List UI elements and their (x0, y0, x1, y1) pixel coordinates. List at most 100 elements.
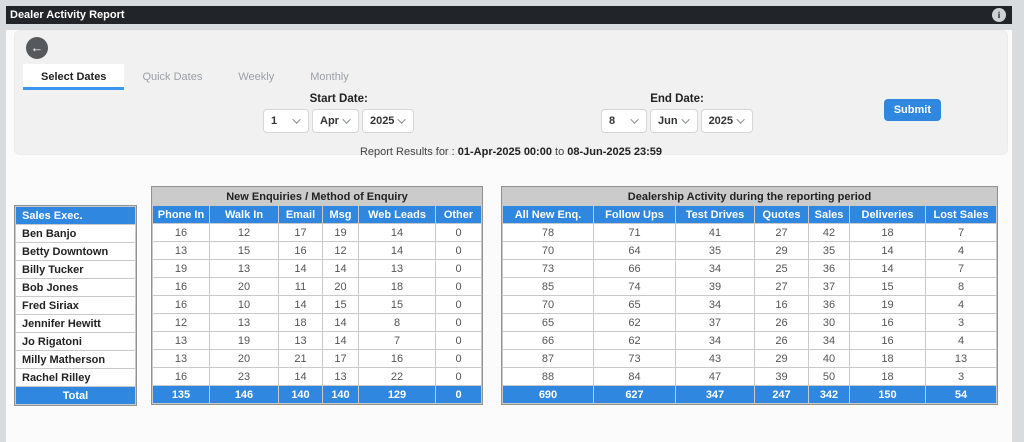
table-header-row: Sales Exec. (15, 206, 136, 225)
end-month-value: Jun (658, 115, 678, 127)
start-day-select[interactable]: 1 (263, 109, 309, 133)
column-header: Msg (322, 205, 359, 224)
table-cell: 0 (435, 223, 482, 242)
table-cell: 0 (435, 367, 482, 386)
sales-exec-name: Fred Siriax (15, 296, 136, 315)
table-cell: 16 (152, 223, 210, 242)
table-cell: 13 (152, 349, 210, 368)
table-cell: 7 (925, 223, 997, 242)
table-cell: 13 (209, 313, 279, 332)
table-cell: 0 (435, 259, 482, 278)
table-row: 85 74 39 27 37 15 8 (502, 277, 997, 296)
table-cell: 74 (593, 277, 676, 296)
table-cell: 0 (435, 331, 482, 350)
table-cell: 13 (152, 241, 210, 260)
tab-monthly[interactable]: Monthly (310, 71, 349, 83)
table-cell: 41 (675, 223, 755, 242)
submit-button[interactable]: Submit (883, 99, 941, 121)
column-header: Follow Ups (593, 205, 676, 224)
start-year-select[interactable]: 2025 (361, 109, 415, 133)
table-cell: 40 (808, 349, 850, 368)
tab-select-dates[interactable]: Select Dates (23, 64, 125, 90)
table-cell: 27 (754, 277, 809, 296)
table-cell: 37 (675, 313, 755, 332)
table-cell: 4 (925, 241, 997, 260)
tab-quick-dates[interactable]: Quick Dates (142, 71, 203, 83)
table-cell: 8 (358, 313, 436, 332)
table-cell: 66 (593, 259, 676, 278)
column-header: Walk In (209, 205, 279, 224)
table-cell: 17 (278, 223, 323, 242)
table-cell: 34 (675, 295, 755, 314)
table-cell: 19 (322, 223, 359, 242)
table-cell: 27 (754, 223, 809, 242)
start-date-label: Start Date: (309, 93, 368, 105)
table-cell: 7 (358, 331, 436, 350)
page-content: ← Select Dates Quick Dates Weekly Monthl… (6, 30, 1012, 442)
table-row: Ben Banjo (15, 224, 136, 243)
start-date-group: Start Date: 1 Apr 2025 (263, 93, 415, 133)
total-label: Total (15, 386, 136, 405)
table-title: Dealership Activity during the reporting… (502, 187, 997, 206)
total-cell: 146 (209, 385, 279, 404)
table-cell: 15 (322, 295, 359, 314)
table-total-row: Total (15, 386, 136, 405)
table-row: 16 20 11 20 18 0 (152, 277, 482, 296)
table-cell: 11 (278, 277, 323, 296)
filter-panel: ← Select Dates Quick Dates Weekly Monthl… (14, 30, 1008, 158)
table-cell: 0 (435, 241, 482, 260)
table-cell: 14 (849, 241, 926, 260)
start-month-select[interactable]: Apr (312, 109, 359, 133)
table-cell: 39 (675, 277, 755, 296)
info-icon[interactable]: i (992, 8, 1006, 22)
activity-table: Dealership Activity during the reporting… (502, 187, 997, 404)
end-month-select[interactable]: Jun (650, 109, 698, 133)
sales-exec-name: Rachel Rilley (15, 368, 136, 387)
table-cell: 23 (209, 367, 279, 386)
table-cell: 16 (152, 277, 210, 296)
total-cell: 140 (278, 385, 323, 404)
table-cell: 35 (808, 241, 850, 260)
table-cell: 85 (502, 277, 594, 296)
table-cell: 7 (925, 259, 997, 278)
chevron-down-icon (342, 115, 351, 124)
table-cell: 37 (808, 277, 850, 296)
table-total-row: 690 627 347 247 342 150 54 (502, 385, 997, 404)
start-month-value: Apr (320, 115, 339, 127)
table-cell: 62 (593, 313, 676, 332)
table-cell: 50 (808, 367, 850, 386)
table-cell: 13 (925, 349, 997, 368)
table-title-row: New Enquiries / Method of Enquiry (152, 187, 482, 206)
table-row: Milly Matherson (15, 350, 136, 369)
table-cell: 14 (849, 259, 926, 278)
end-year-select[interactable]: 2025 (700, 109, 754, 133)
title-bar: Dealer Activity Report i (6, 6, 1012, 24)
table-cell: 34 (675, 259, 755, 278)
table-cell: 17 (322, 349, 359, 368)
table-row: 87 73 43 29 40 18 13 (502, 349, 997, 368)
table-row: 66 62 34 26 34 16 4 (502, 331, 997, 350)
table-total-row: 135 146 140 140 129 0 (152, 385, 482, 404)
table-cell: 42 (808, 223, 850, 242)
total-cell: 135 (152, 385, 210, 404)
table-row: 13 19 13 14 7 0 (152, 331, 482, 350)
table-cell: 26 (754, 313, 809, 332)
sales-exec-table-wrap: Sales Exec. Ben Banjo Betty Downtown Billy … (14, 205, 137, 406)
table-cell: 18 (849, 349, 926, 368)
total-cell: 690 (502, 385, 594, 404)
chevron-down-icon (680, 115, 690, 124)
start-day-value: 1 (271, 115, 278, 127)
back-button[interactable]: ← (26, 37, 48, 59)
tab-weekly[interactable]: Weekly (238, 71, 275, 83)
table-cell: 14 (322, 259, 359, 278)
table-cell: 21 (278, 349, 323, 368)
table-cell: 15 (849, 277, 926, 296)
table-cell: 29 (754, 241, 809, 260)
table-cell: 4 (925, 295, 997, 314)
table-row: Betty Downtown (15, 242, 136, 261)
end-day-select[interactable]: 8 (601, 109, 647, 133)
table-row: Billy Tucker (15, 260, 136, 279)
date-filters: Start Date: 1 Apr 2025 (15, 93, 1007, 139)
end-date-group: End Date: 8 Jun 2025 (601, 93, 754, 133)
table-cell: 3 (925, 313, 997, 332)
